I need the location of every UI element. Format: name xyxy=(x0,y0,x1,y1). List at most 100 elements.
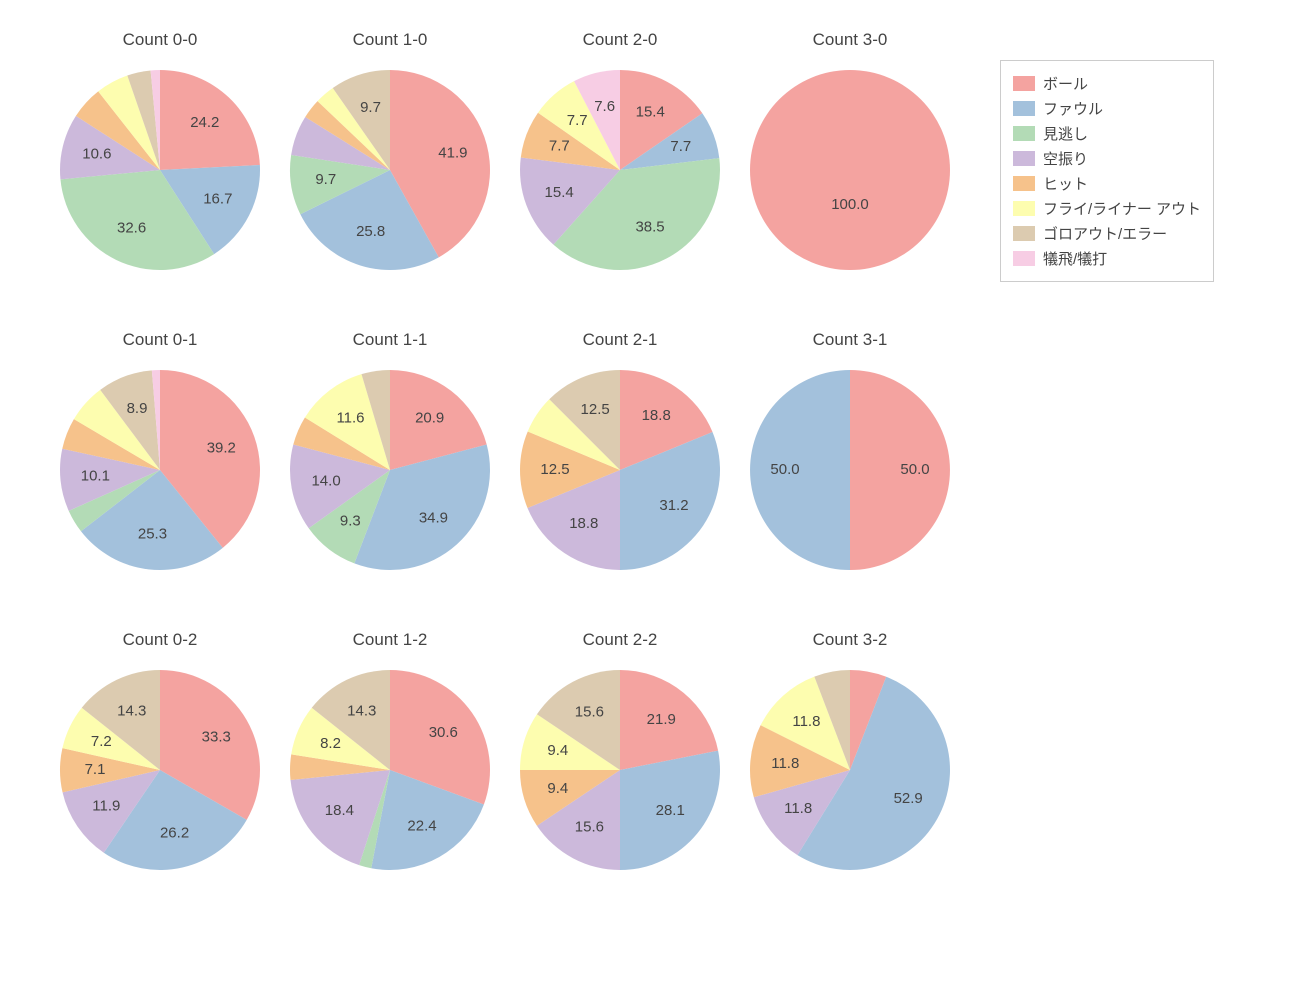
pie-title: Count 3-1 xyxy=(740,330,960,350)
pie-svg: 39.2 25.3 10.1 8.9 xyxy=(50,360,270,580)
pie-slice-label: 15.6 xyxy=(575,818,604,835)
pie-title: Count 3-2 xyxy=(740,630,960,650)
pie-slice-label: 15.6 xyxy=(575,704,604,721)
pie-slice-label: 28.1 xyxy=(656,802,685,819)
pie-svg: 41.925.89.79.7 xyxy=(280,60,500,280)
pie-slice-label: 22.4 xyxy=(407,818,436,835)
pie-slice-label: 9.7 xyxy=(360,99,381,116)
pie-slice-label: 25.3 xyxy=(138,526,167,543)
legend-swatch xyxy=(1013,251,1035,266)
legend-item: 犠飛/犠打 xyxy=(1013,246,1201,271)
pie-svg: 24.2 16.7 32.6 10.6 xyxy=(50,60,270,280)
legend-label: ヒット xyxy=(1043,173,1088,194)
pie-slice-label: 7.6 xyxy=(594,98,615,115)
pie-slice-label: 30.6 xyxy=(429,724,458,741)
pie-slice-label: 31.2 xyxy=(659,497,688,514)
pie-slice-label: 12.5 xyxy=(581,401,610,418)
pie-slice-label: 39.2 xyxy=(207,439,236,456)
pie-chart: Count 3-150.050.0 xyxy=(740,360,960,580)
legend-label: ゴロアウト/エラー xyxy=(1043,223,1167,244)
pie-slice xyxy=(750,370,850,570)
pie-svg: 52.911.811.811.8 xyxy=(740,660,960,880)
pie-slice-label: 18.8 xyxy=(569,515,598,532)
pie-svg: 20.934.99.314.011.6 xyxy=(280,360,500,580)
pie-slice-label: 7.7 xyxy=(670,138,691,155)
legend-label: 見逃し xyxy=(1043,123,1088,144)
pie-title: Count 3-0 xyxy=(740,30,960,50)
legend-swatch xyxy=(1013,76,1035,91)
pie-slice-label: 34.9 xyxy=(419,509,448,526)
pie-chart: Count 2-118.831.218.812.512.5 xyxy=(510,360,730,580)
legend-swatch xyxy=(1013,201,1035,216)
pie-chart: Count 3-0100.0 xyxy=(740,60,960,280)
pie-title: Count 2-2 xyxy=(510,630,730,650)
pie-slice-label: 41.9 xyxy=(438,145,467,162)
pie-svg: 33.326.211.97.17.214.3 xyxy=(50,660,270,880)
pie-chart: Count 1-041.925.89.79.7 xyxy=(280,60,500,280)
pie-chart: Count 1-230.622.418.48.214.3 xyxy=(280,660,500,880)
legend-item: 見逃し xyxy=(1013,121,1201,146)
legend-label: ボール xyxy=(1043,73,1088,94)
pie-slice-label: 7.7 xyxy=(567,112,588,129)
pie-slice-label: 16.7 xyxy=(203,191,232,208)
pie-chart: Count 0-233.326.211.97.17.214.3 xyxy=(50,660,270,880)
legend-swatch xyxy=(1013,101,1035,116)
legend-swatch xyxy=(1013,151,1035,166)
pie-slice-label: 9.3 xyxy=(340,512,361,529)
pie-slice xyxy=(750,70,950,270)
pie-slice-label: 38.5 xyxy=(635,219,664,236)
pie-slice-label: 50.0 xyxy=(770,461,799,478)
pie-svg: 15.4 7.7 38.5 15.4 7.7 7.7 7.6 xyxy=(510,60,730,280)
pie-slice-label: 8.9 xyxy=(127,400,148,417)
pie-slice-label: 14.0 xyxy=(311,473,340,490)
pie-slice-label: 20.9 xyxy=(415,409,444,426)
pie-slice-label: 11.8 xyxy=(784,800,812,817)
pie-chart: Count 0-024.216.732.610.6 xyxy=(50,60,270,280)
pie-slice-label: 7.1 xyxy=(85,761,106,778)
pie-title: Count 2-0 xyxy=(510,30,730,50)
pie-slice-label: 50.0 xyxy=(900,461,929,478)
pie-slice-label: 18.4 xyxy=(325,802,354,819)
pie-slice-label: 15.4 xyxy=(636,103,665,120)
pie-chart: Count 0-139.225.310.18.9 xyxy=(50,360,270,580)
pie-title: Count 0-0 xyxy=(50,30,270,50)
chart-grid: ボールファウル見逃し空振りヒットフライ/ライナー アウトゴロアウト/エラー犠飛/… xyxy=(0,0,1300,1000)
legend-item: ヒット xyxy=(1013,171,1201,196)
pie-slice-label: 7.7 xyxy=(549,138,570,155)
legend-item: ゴロアウト/エラー xyxy=(1013,221,1201,246)
pie-chart: Count 3-252.911.811.811.8 xyxy=(740,660,960,880)
pie-svg: 18.8 31.2 18.8 12.5 12.5 xyxy=(510,360,730,580)
legend-label: ファウル xyxy=(1043,98,1103,119)
pie-slice-label: 15.4 xyxy=(545,184,574,201)
legend-label: フライ/ライナー アウト xyxy=(1043,198,1201,219)
pie-slice-label: 21.9 xyxy=(647,711,676,728)
legend-item: ボール xyxy=(1013,71,1201,96)
pie-slice-label: 14.3 xyxy=(117,702,146,719)
pie-slice-label: 33.3 xyxy=(202,728,231,745)
pie-chart: Count 2-221.928.115.69.49.415.6 xyxy=(510,660,730,880)
pie-svg: 50.0 50.0 xyxy=(740,360,960,580)
pie-title: Count 0-1 xyxy=(50,330,270,350)
pie-slice-label: 10.1 xyxy=(81,468,110,485)
pie-title: Count 1-2 xyxy=(280,630,500,650)
legend-item: フライ/ライナー アウト xyxy=(1013,196,1201,221)
pie-slice-label: 12.5 xyxy=(540,461,569,478)
pie-slice-label: 24.2 xyxy=(190,114,219,131)
pie-slice-label: 25.8 xyxy=(356,223,385,240)
pie-title: Count 0-2 xyxy=(50,630,270,650)
pie-chart: Count 1-120.934.99.314.011.6 xyxy=(280,360,500,580)
pie-slice-label: 32.6 xyxy=(117,219,146,236)
pie-slice-label: 11.8 xyxy=(792,713,820,730)
pie-slice-label: 10.6 xyxy=(82,146,111,163)
pie-slice-label: 11.8 xyxy=(771,755,799,772)
pie-slice-label: 9.4 xyxy=(547,780,568,797)
pie-title: Count 1-1 xyxy=(280,330,500,350)
pie-slice-label: 18.8 xyxy=(642,407,671,424)
pie-svg: 100.0 xyxy=(740,60,960,280)
pie-title: Count 2-1 xyxy=(510,330,730,350)
pie-chart: Count 2-015.47.738.515.47.77.77.6 xyxy=(510,60,730,280)
legend-label: 空振り xyxy=(1043,148,1088,169)
legend-item: ファウル xyxy=(1013,96,1201,121)
legend-swatch xyxy=(1013,176,1035,191)
pie-slice-label: 7.2 xyxy=(91,733,112,750)
